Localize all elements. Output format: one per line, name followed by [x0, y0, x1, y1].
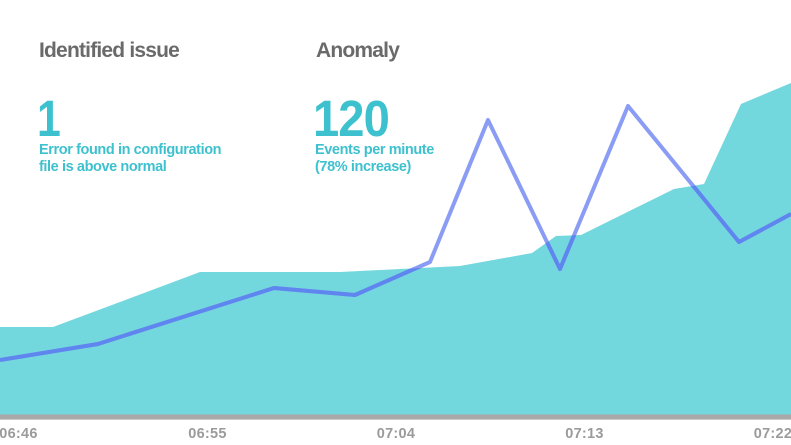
svg-text:07:22: 07:22	[754, 426, 791, 442]
svg-text:06:46: 06:46	[0, 426, 38, 442]
svg-text:07:13: 07:13	[565, 426, 604, 442]
svg-text:06:55: 06:55	[188, 426, 227, 442]
svg-text:07:04: 07:04	[377, 426, 416, 442]
